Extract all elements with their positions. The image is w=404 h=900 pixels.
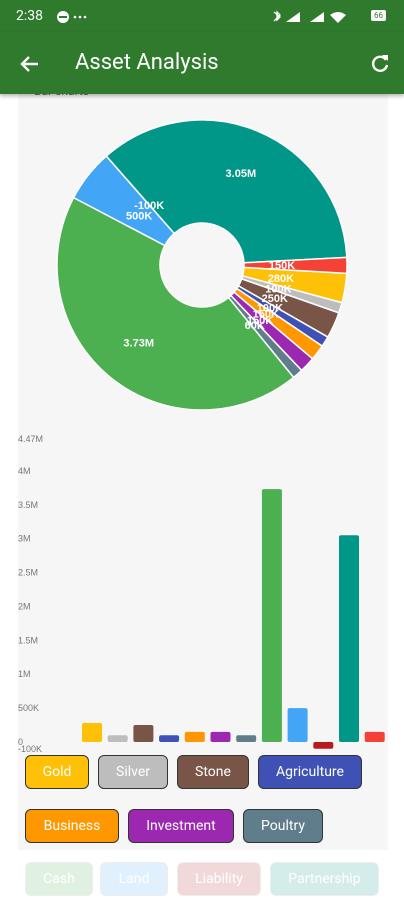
y-tick-label: 3.5M (18, 500, 38, 510)
y-tick-label: 500K (18, 703, 39, 713)
bar (210, 731, 231, 742)
legend-button[interactable]: Stone (177, 755, 249, 789)
app-bar: Asset Analysis (0, 32, 404, 94)
system-icons (273, 10, 346, 23)
legend-button[interactable]: Poultry (243, 809, 323, 843)
pie-label: 500K (126, 211, 152, 223)
y-tick-label: 1.5M (18, 635, 38, 645)
charts: 280K100K250K100K150K150K60K3.73M500K-100… (18, 119, 385, 754)
bar (133, 725, 154, 742)
y-tick-label: 3M (18, 534, 31, 544)
y-tick-label: 2.5M (18, 568, 38, 578)
bar (107, 735, 128, 742)
pie-label: 150K (253, 308, 279, 320)
y-tick-label: 4M (18, 466, 31, 476)
y-tick-label: 4.47M (18, 434, 43, 444)
legend-button[interactable]: Cash (25, 862, 93, 896)
y-tick-label: 2M (18, 601, 31, 611)
battery: 66 (371, 10, 386, 21)
y-tick-label: -100K (18, 744, 42, 754)
notification-icons (57, 11, 87, 23)
bar (287, 708, 308, 742)
bar (184, 731, 205, 742)
status-bar: 2:38 66 (0, 0, 404, 32)
legend-button[interactable]: Liability (177, 862, 261, 896)
legend-button[interactable]: Business (25, 809, 119, 843)
bar (236, 735, 257, 742)
pie-label: 60K (245, 320, 265, 332)
bar (159, 735, 180, 742)
bar (339, 535, 359, 742)
bar (313, 742, 334, 749)
legend-button[interactable]: Investment (128, 809, 234, 843)
pie-label: 150K (269, 260, 295, 272)
bar (261, 489, 282, 742)
pie-label: 3.05M (226, 168, 257, 180)
pie-label: 100K (257, 302, 283, 314)
time: 2:38 (16, 8, 43, 24)
pie-label: 100K (265, 284, 291, 296)
pie-label: 250K (262, 293, 288, 305)
pie-label: 3.73M (123, 337, 154, 349)
pie-label: 150K (247, 315, 273, 327)
app-title: Asset Analysis (75, 50, 219, 75)
pie-slice (243, 256, 348, 275)
pie-label: -100K (134, 200, 164, 212)
bar (364, 731, 385, 742)
refresh-button[interactable] (368, 52, 392, 76)
legend-button[interactable]: Silver (98, 755, 168, 789)
pie-slice (105, 119, 348, 264)
pie-slice (56, 196, 295, 411)
back-button[interactable] (18, 52, 42, 76)
y-tick-label: 0 (18, 737, 23, 747)
legend-button[interactable]: Partnership (270, 862, 379, 896)
legend-button[interactable]: Agriculture (258, 755, 362, 789)
y-tick-label: 1M (18, 669, 31, 679)
pie-label: 280K (268, 273, 294, 285)
bar (82, 723, 102, 742)
legend-button[interactable]: Land (100, 862, 168, 896)
legend-button[interactable]: Gold (25, 755, 89, 789)
